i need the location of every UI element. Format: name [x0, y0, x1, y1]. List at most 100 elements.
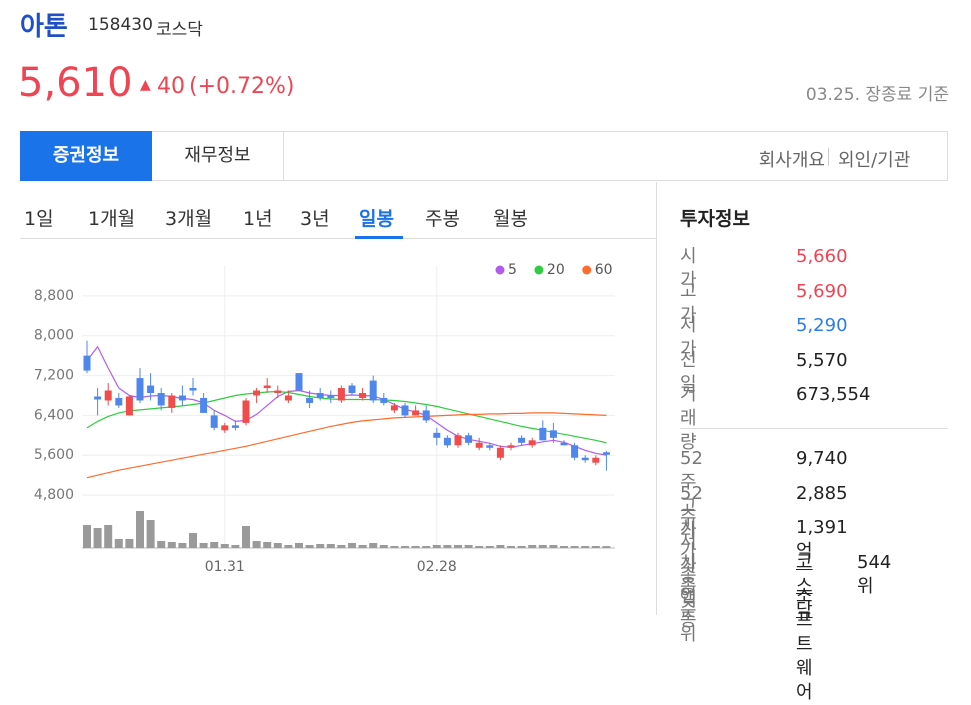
volume-bar [528, 545, 537, 548]
volume-bar [422, 546, 431, 548]
volume-bar [411, 546, 420, 548]
candle-body [369, 380, 377, 401]
info-label: 거래량 [680, 384, 697, 453]
volume-bar [125, 539, 134, 548]
volume-bar [432, 545, 441, 548]
volume-bar [517, 546, 526, 548]
volume-bar [443, 545, 452, 548]
volume-bar [157, 541, 166, 548]
candle-body [507, 445, 515, 448]
info-link[interactable]: 코스닥 [796, 551, 813, 621]
candle-body [295, 373, 303, 391]
candle-body [443, 437, 451, 446]
period-underline [355, 236, 403, 239]
y-tick-label: 6,400 [34, 407, 74, 423]
volume-bar [337, 545, 346, 548]
info-label: 시가총액 [680, 517, 697, 610]
info-value: 544위 [857, 551, 892, 597]
volume-bar [305, 545, 314, 548]
x-tick-label: 02.28 [417, 559, 457, 575]
info-divider [680, 428, 948, 429]
info-label: 고가 [680, 280, 697, 326]
legend-swatch [582, 265, 592, 275]
period-tab[interactable]: 3년 [300, 208, 330, 230]
legend-swatch [534, 265, 544, 275]
candle-body [274, 390, 282, 393]
period-tab[interactable]: 주봉 [425, 208, 460, 230]
candle-body [454, 435, 462, 446]
volume-bar [591, 546, 600, 548]
volume-bar [220, 544, 229, 548]
volume-bar [602, 546, 611, 548]
period-tab[interactable]: 1일 [24, 208, 54, 230]
legend-swatch [495, 265, 505, 275]
info-label: 업종 [680, 586, 697, 631]
tab[interactable]: 재무정보 [152, 131, 284, 181]
volume-bar [369, 543, 378, 548]
volume-bar [210, 542, 219, 548]
candle-body [316, 393, 324, 398]
volume-bar [263, 542, 272, 548]
volume-bar [242, 526, 250, 548]
legend-label: 5 [508, 262, 517, 278]
link[interactable]: 회사개요 [758, 150, 825, 171]
y-tick-label: 4,800 [34, 487, 74, 503]
period-tab[interactable]: 1개월 [88, 208, 136, 230]
volume-bar [390, 546, 399, 548]
change: 40 [157, 74, 185, 99]
info-label: 저가 [680, 315, 697, 360]
volume-bar [581, 546, 590, 548]
tab[interactable]: 증권정보 [20, 131, 152, 181]
candle-body [539, 427, 547, 441]
candle-body [592, 457, 600, 463]
candle-body [348, 385, 356, 393]
candle-body [486, 445, 494, 448]
candle-body [359, 393, 367, 398]
info-value: 5,290 [796, 315, 848, 336]
y-tick-label: 8,800 [34, 288, 74, 304]
volume-bar [199, 543, 208, 548]
info-link[interactable]: 소프트웨어 [796, 586, 813, 703]
period-tab[interactable]: 일봉 [359, 208, 394, 230]
link[interactable]: 외인/기관 [838, 150, 911, 171]
candle-body [136, 378, 144, 401]
candle-body [263, 385, 271, 389]
info-value: 5,690 [796, 280, 848, 302]
candle-body [327, 395, 335, 398]
volume-bar [252, 541, 261, 548]
candle-body [147, 385, 155, 393]
volume-bar [178, 543, 187, 548]
volume-bar [231, 545, 240, 548]
candle-body [306, 397, 314, 403]
candle-body [231, 425, 239, 428]
as-of: 03.25. 장종료 기준 [805, 85, 949, 105]
period-tab[interactable]: 1년 [243, 208, 273, 230]
volume-bar [295, 543, 303, 548]
stock-market: 코스닥 [156, 20, 203, 40]
candle-body [200, 397, 208, 413]
chart: 4,800 5,600 6,400 7,200 8,000 8,800 01.31 02.28… [34, 262, 615, 575]
candle-body [412, 410, 420, 416]
moving-average [86, 412, 607, 479]
page: 4,800 5,600 6,400 7,200 8,000 8,800 01.31 02.28… [18, 12, 949, 703]
candle-body [581, 457, 589, 461]
y-tick-label: 7,200 [34, 368, 74, 384]
candle-body [560, 442, 568, 446]
y-tick-label: 8,000 [34, 328, 74, 344]
info-value: 2,885 [796, 482, 848, 504]
period-tab[interactable]: 월봉 [493, 208, 528, 230]
info-label: 52주 저가 [680, 482, 703, 576]
legend-label: 60 [595, 262, 613, 278]
volume-bar [379, 545, 388, 548]
candle-body [284, 395, 292, 401]
info-value: 5,660 [796, 246, 848, 267]
info-label: 시총순위 [680, 551, 697, 645]
candle-body [422, 410, 430, 421]
info-title: 투자정보 [680, 208, 750, 230]
volume-bar [167, 542, 176, 548]
volume-bar [136, 511, 144, 548]
period-tab[interactable]: 3개월 [165, 208, 213, 230]
candle-body [465, 435, 473, 443]
y-tick-label: 5,600 [34, 447, 74, 463]
volume-bar [454, 545, 462, 548]
